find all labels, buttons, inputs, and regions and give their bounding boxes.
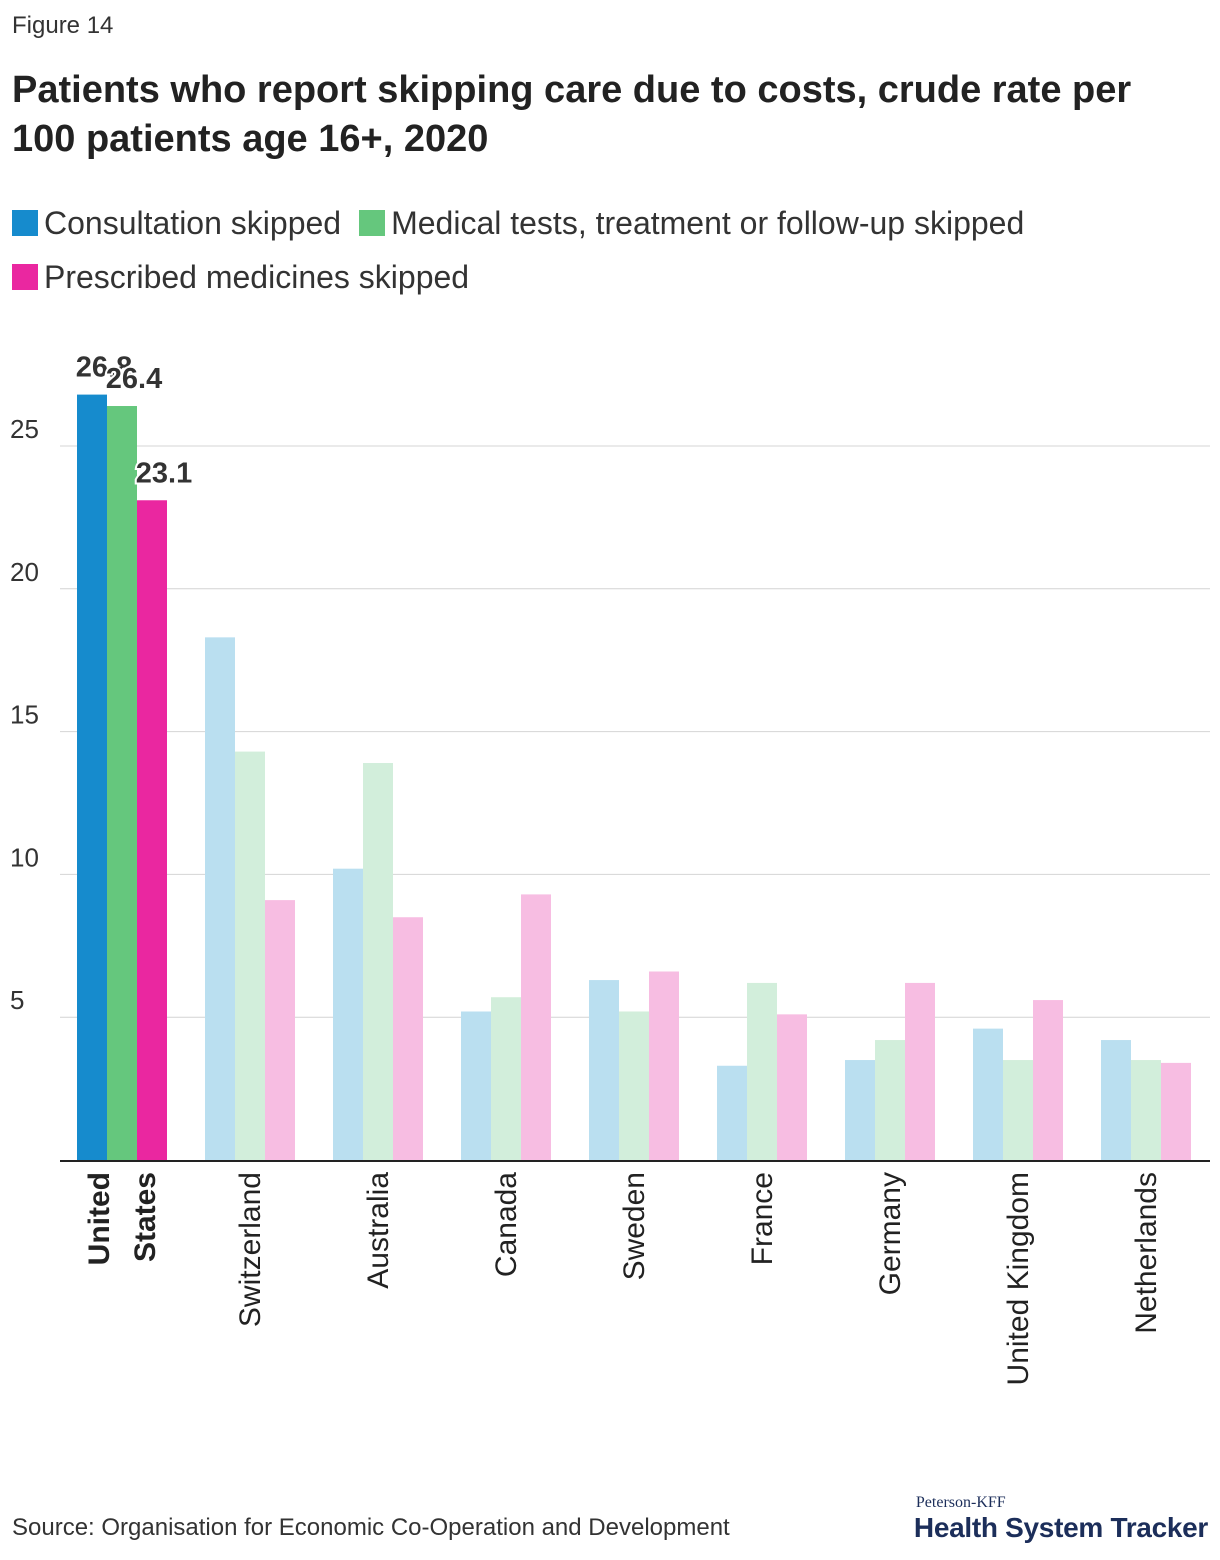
bar-medicines: [393, 917, 423, 1160]
y-tick-label: 10: [10, 842, 39, 872]
y-tick-label: 20: [10, 557, 39, 587]
figure-label: Figure 14: [12, 12, 114, 39]
bar-consultation: [205, 637, 235, 1160]
legend-item-tests: Medical tests, treatment or follow-up sk…: [359, 205, 1024, 242]
brand-logo: Peterson-KFF Health System Tracker: [914, 1494, 1208, 1544]
chart-legend: Consultation skipped Medical tests, trea…: [12, 196, 1202, 304]
bar-medicines: [521, 894, 551, 1160]
legend-label-tests: Medical tests, treatment or follow-up sk…: [391, 204, 1025, 241]
bar-tests: [363, 763, 393, 1160]
legend-item-medicines: Prescribed medicines skipped: [12, 259, 469, 296]
bar-tests: [747, 982, 777, 1160]
bar-consultation: [845, 1060, 875, 1160]
legend-swatch-medicines: [12, 264, 38, 290]
legend-label-consultation: Consultation skipped: [44, 204, 342, 241]
bar-medicines: [1161, 1062, 1191, 1160]
y-tick-label: 25: [10, 414, 39, 444]
bar-consultation: [1101, 1040, 1131, 1160]
bar-tests: [491, 997, 521, 1160]
bar-tests: [619, 1011, 649, 1160]
data-label: 23.1: [136, 457, 192, 489]
chart-title: Patients who report skipping care due to…: [12, 69, 1132, 160]
x-category-label: Sweden: [618, 1172, 651, 1280]
source-note: Source: Organisation for Economic Co-Ope…: [12, 1514, 730, 1541]
bar-tests: [235, 751, 265, 1160]
bar-tests: [1131, 1060, 1161, 1160]
bar-medicines: [1033, 1000, 1063, 1160]
bar-medicines: [137, 500, 167, 1160]
x-category-label: Australia: [362, 1172, 395, 1289]
x-category-label: United Kingdom: [1002, 1172, 1035, 1385]
bar-tests: [875, 1040, 905, 1160]
x-category-label: France: [746, 1172, 779, 1265]
bar-tests: [1003, 1060, 1033, 1160]
bar-chart: 5 10 15 20 25 26.826.4 23.1 United States Switzer…: [10, 350, 1210, 1385]
data-label: 26.4: [106, 363, 162, 395]
y-tick-label: 5: [10, 985, 24, 1015]
bar-consultation: [589, 980, 619, 1160]
bar-medicines: [649, 971, 679, 1160]
x-category-label: Germany: [874, 1172, 907, 1295]
bar-medicines: [777, 1014, 807, 1160]
legend-swatch-consultation: [12, 210, 38, 236]
data-label: 26.8: [76, 352, 132, 384]
x-category-label: Canada: [490, 1172, 523, 1277]
bar-consultation: [973, 1028, 1003, 1160]
bar-tests: [107, 406, 137, 1160]
x-category-label: United States: [83, 1172, 162, 1265]
legend-item-consultation: Consultation skipped: [12, 205, 341, 242]
bar-medicines: [905, 982, 935, 1160]
x-category-label: Netherlands: [1130, 1172, 1163, 1334]
x-category-label: Switzerland: [234, 1172, 267, 1327]
bar-consultation: [77, 394, 107, 1160]
bar-consultation: [717, 1065, 747, 1160]
legend-label-medicines: Prescribed medicines skipped: [44, 258, 470, 295]
bar-consultation: [333, 868, 363, 1160]
logo-big-text: Health System Tracker: [913, 1512, 1208, 1543]
y-tick-label: 15: [10, 700, 39, 730]
logo-small-text: Peterson-KFF: [915, 1494, 1006, 1511]
legend-swatch-tests: [359, 210, 386, 236]
bar-consultation: [461, 1011, 491, 1160]
bar-medicines: [265, 900, 295, 1160]
